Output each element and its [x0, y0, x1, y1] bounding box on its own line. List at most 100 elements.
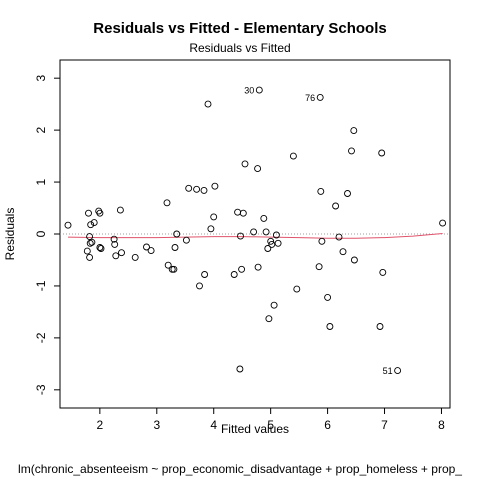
data-point: [201, 271, 209, 278]
data-point: [378, 149, 386, 157]
x-tick-label: 8: [438, 418, 445, 432]
data-point: [173, 230, 181, 238]
point-label-30: 30: [244, 86, 254, 96]
data-point: [85, 209, 92, 217]
data-point: [182, 236, 190, 244]
data-point: [87, 221, 95, 229]
data-point: [110, 235, 118, 243]
data-point: [237, 232, 244, 240]
data-point: [394, 367, 402, 375]
data-point: [317, 187, 325, 195]
data-point: [272, 231, 280, 239]
data-point: [96, 244, 104, 251]
data-point: [335, 233, 343, 241]
data-point: [439, 219, 447, 227]
data-point: [379, 268, 387, 276]
y-tick-label: -2: [34, 332, 48, 343]
data-point: [131, 253, 139, 261]
data-point: [289, 152, 297, 160]
data-point: [196, 282, 203, 290]
point-label-51: 51: [383, 366, 393, 376]
data-point: [64, 221, 72, 229]
data-point: [238, 265, 246, 273]
data-point: [200, 186, 208, 194]
y-tick-label: 1: [34, 178, 48, 185]
point-labels-group: 30 76 51: [244, 86, 392, 377]
smooth-line: [67, 233, 443, 239]
data-point: [164, 261, 172, 269]
data-point: [262, 228, 270, 236]
data-point: [112, 252, 120, 260]
x-axis: 2 3 4 5 6 7 8: [97, 408, 445, 432]
data-point: [318, 237, 326, 245]
y-axis-label: Residuals: [3, 208, 17, 261]
data-point: [170, 265, 178, 273]
data-point: [254, 263, 262, 271]
data-point: [274, 239, 282, 247]
data-point: [97, 245, 105, 252]
data-point: [185, 184, 193, 192]
x-axis-label: Fitted values: [220, 422, 290, 436]
data-point: [268, 240, 276, 248]
x-tick-label: 7: [381, 418, 388, 432]
smooth-line-group: [67, 233, 443, 239]
data-point: [270, 301, 278, 309]
data-point: [324, 293, 332, 301]
data-point: [118, 249, 125, 257]
data-point: [260, 214, 268, 222]
y-tick-label: -3: [34, 384, 48, 395]
data-point: [230, 271, 238, 278]
data-point: [264, 245, 272, 252]
data-point: [116, 206, 124, 214]
data-point: [90, 219, 98, 227]
data-point: [86, 239, 94, 247]
data-point: [326, 323, 334, 330]
data-point: [210, 213, 218, 221]
data-point: [348, 147, 355, 155]
data-point: [255, 86, 263, 94]
data-point: [207, 225, 215, 233]
chart-subtitle: Residuals vs Fitted: [189, 41, 291, 55]
data-point: [332, 202, 340, 210]
data-point: [211, 182, 219, 190]
points-group: [64, 86, 447, 375]
data-point: [171, 244, 179, 251]
data-point: [350, 127, 358, 135]
data-point: [344, 190, 351, 197]
y-tick-label: 3: [34, 75, 48, 82]
data-point: [339, 248, 347, 256]
data-point: [86, 253, 94, 261]
data-point: [193, 185, 201, 193]
data-point: [111, 240, 119, 248]
data-point: [250, 228, 258, 236]
y-tick-label: -1: [34, 280, 48, 291]
data-point: [293, 285, 301, 293]
model-formula-caption: lm(chronic_absenteeism ~ prop_economic_d…: [18, 462, 462, 476]
x-tick-label: 5: [267, 418, 274, 432]
x-tick-label: 6: [324, 418, 331, 432]
data-point: [236, 365, 244, 373]
data-point: [315, 263, 323, 271]
data-point: [86, 233, 94, 241]
data-point: [143, 243, 150, 251]
x-tick-label: 3: [153, 418, 160, 432]
data-point: [234, 208, 242, 216]
data-point: [147, 247, 155, 255]
data-point: [376, 323, 384, 330]
data-point: [350, 256, 358, 264]
data-point: [254, 165, 262, 173]
data-point: [267, 237, 275, 245]
y-axis: -3 -2 -1 0 1 2 3: [34, 75, 60, 395]
data-point: [241, 160, 249, 168]
y-tick-label: 2: [34, 126, 48, 133]
data-point: [316, 93, 324, 101]
data-point: [83, 247, 91, 255]
chart-title: Residuals vs Fitted - Elementary Schools: [93, 20, 387, 37]
point-label-76: 76: [305, 93, 315, 103]
data-point: [204, 100, 212, 108]
x-tick-label: 4: [210, 418, 217, 432]
data-point: [96, 209, 104, 217]
data-point: [88, 238, 96, 246]
data-point: [265, 315, 273, 323]
